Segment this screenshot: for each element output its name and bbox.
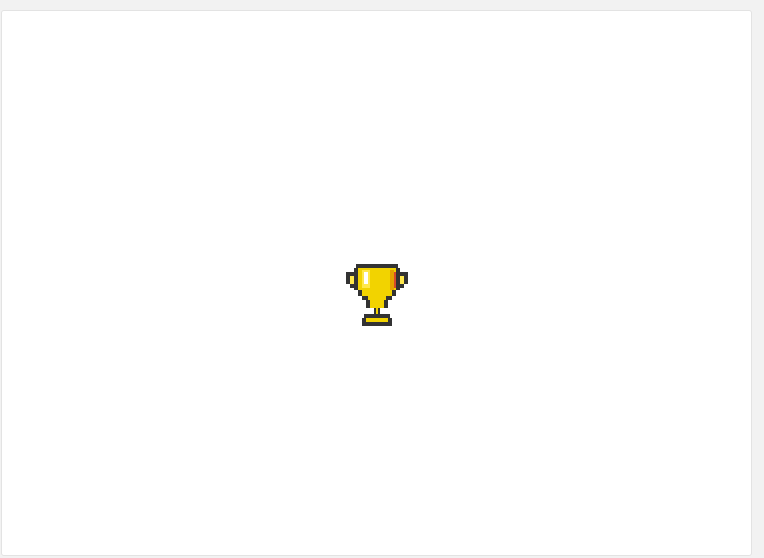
content-panel xyxy=(1,10,752,556)
trophy-icon xyxy=(346,262,408,328)
